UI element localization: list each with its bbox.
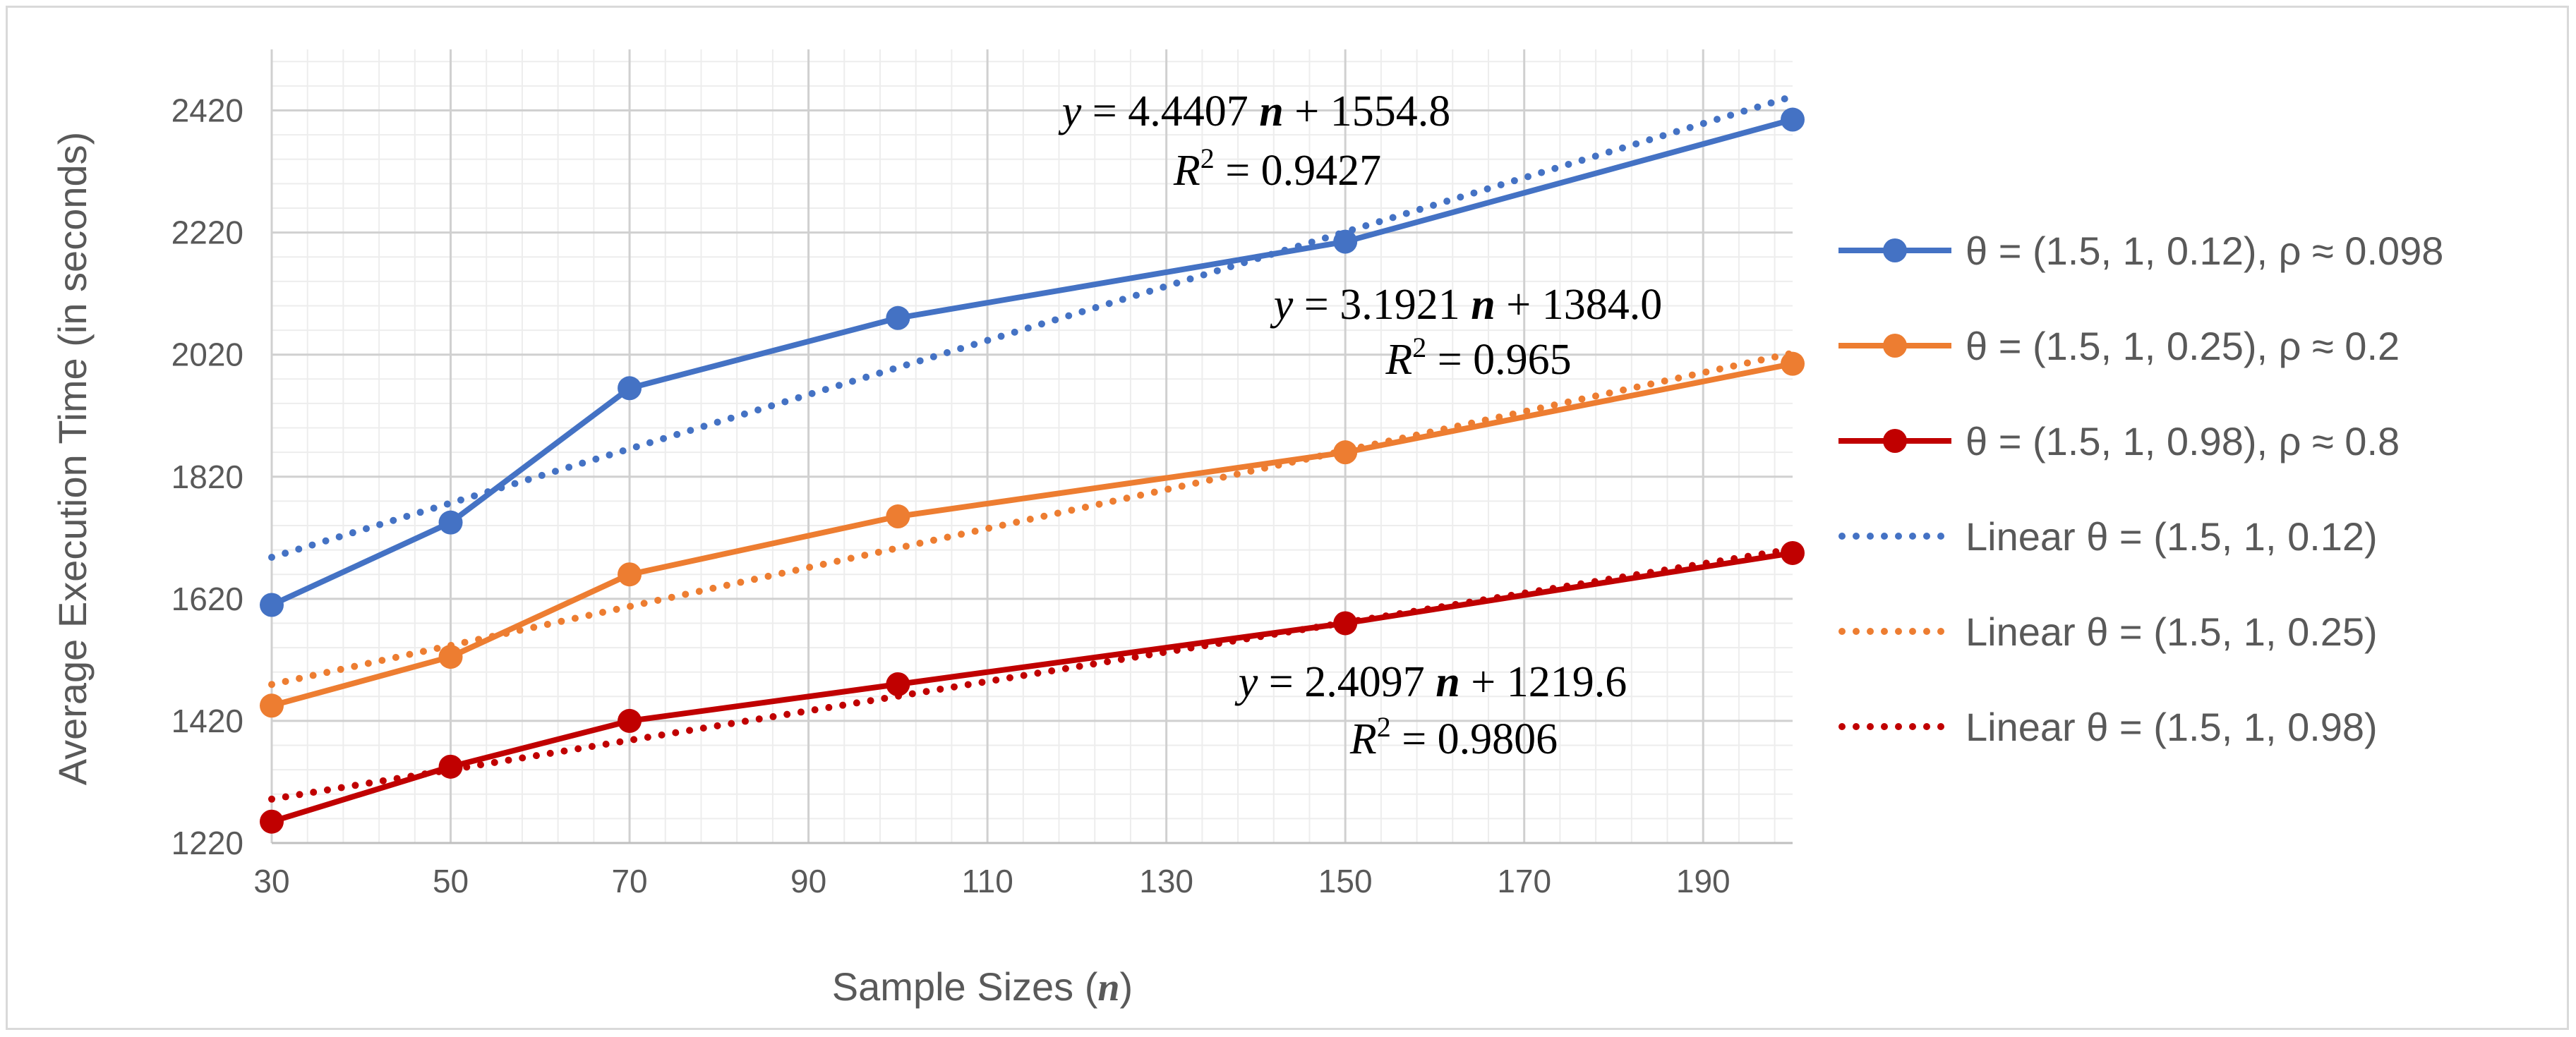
eq-var: n — [1471, 281, 1495, 329]
r2-value: = 0.965 — [1426, 336, 1571, 384]
legend-item-1: θ = (1.5, 1, 0.25), ρ ≈ 0.2 — [1838, 324, 2400, 368]
x-tick-label: 30 — [253, 863, 289, 899]
series-lines — [270, 116, 1794, 825]
eq-const: + 1384.0 — [1495, 281, 1662, 329]
series-1-point — [260, 693, 284, 718]
series-1-point — [438, 645, 463, 669]
x-tick-label: 70 — [611, 863, 647, 899]
eq-const: + 1219.6 — [1460, 658, 1627, 706]
series-1-point — [886, 504, 910, 529]
legend-label: θ = (1.5, 1, 0.25), ρ ≈ 0.2 — [1966, 324, 2400, 368]
trend-equation-1: y = 3.1921 n + 1384.0 — [1270, 281, 1662, 329]
series-line-1 — [270, 360, 1793, 709]
eq-const: + 1554.8 — [1284, 87, 1450, 135]
series-0-point — [1781, 107, 1805, 132]
r2-label: R — [1173, 147, 1200, 195]
eq-var: n — [1259, 87, 1283, 135]
trend-r2-0: R2 = 0.9427 — [1173, 142, 1381, 195]
x-tick-label: 50 — [433, 863, 469, 899]
x-axis-title: Sample Sizes (n) — [832, 964, 1133, 1009]
x-tick-label: 110 — [961, 863, 1013, 899]
series-2-point — [1333, 611, 1358, 636]
legend-item-2: θ = (1.5, 1, 0.98), ρ ≈ 0.8 — [1838, 419, 2400, 463]
trend-equation-2: y = 2.4097 n + 1219.6 — [1234, 658, 1627, 706]
trendline-0 — [268, 92, 1796, 561]
major-gridlines — [270, 49, 1793, 844]
series-2-point — [886, 672, 910, 696]
trendline-1 — [268, 349, 1796, 689]
y-tick-label: 2420 — [171, 92, 243, 129]
eq-coef: = 4.4407 — [1093, 87, 1259, 135]
x-tick-label: 150 — [1318, 863, 1373, 899]
series-1-point — [1333, 440, 1358, 465]
chart-frame — [6, 6, 2569, 1030]
y-tick-label: 1620 — [171, 581, 243, 617]
legend-marker — [1883, 429, 1907, 453]
y-tick-label: 1820 — [171, 459, 243, 495]
y-tick-label: 1220 — [171, 825, 243, 861]
series-1-point — [1781, 351, 1805, 376]
legend-label: θ = (1.5, 1, 0.98), ρ ≈ 0.8 — [1966, 419, 2400, 463]
r2-label: R — [1349, 715, 1377, 763]
legend-item-4: Linear θ = (1.5, 1, 0.25) — [1838, 610, 2378, 654]
x-axis-title-var: n — [1097, 966, 1119, 1009]
x-tick-label: 170 — [1497, 863, 1551, 899]
series-points — [260, 107, 1805, 834]
x-tick-label: 130 — [1139, 863, 1193, 899]
eq-y: y — [1058, 87, 1093, 135]
r2-exp: 2 — [1200, 142, 1215, 174]
r2-value: = 0.9806 — [1391, 715, 1558, 763]
series-0-point — [260, 593, 284, 617]
x-axis-ticks: 30 50 70 90 110 130 150 170 190 — [253, 863, 1730, 899]
eq-var: n — [1436, 658, 1459, 706]
trend-r2-1: R2 = 0.965 — [1385, 332, 1571, 384]
legend-marker — [1883, 334, 1907, 358]
series-line-2 — [270, 550, 1793, 825]
series-0-point — [438, 510, 463, 535]
eq-coef: = 3.1921 — [1304, 281, 1471, 329]
x-tick-label: 90 — [790, 863, 826, 899]
r2-exp: 2 — [1412, 332, 1426, 363]
x-tick-label: 190 — [1676, 863, 1731, 899]
legend-item-0: θ = (1.5, 1, 0.12), ρ ≈ 0.098 — [1838, 229, 2443, 273]
series-2-point — [1781, 540, 1805, 565]
legend-item-5: Linear θ = (1.5, 1, 0.98) — [1838, 705, 2378, 749]
legend: θ = (1.5, 1, 0.12), ρ ≈ 0.098 θ = (1.5, 1… — [1838, 229, 2443, 749]
r2-label: R — [1385, 336, 1412, 384]
legend-label: Linear θ = (1.5, 1, 0.25) — [1966, 610, 2378, 654]
series-2-point — [260, 809, 284, 834]
trend-equation-0: y = 4.4407 n + 1554.8 — [1058, 87, 1450, 135]
y-tick-label: 2020 — [171, 336, 243, 373]
legend-label: Linear θ = (1.5, 1, 0.12) — [1966, 514, 2378, 559]
series-1-point — [618, 562, 642, 587]
y-axis-ticks: 1220 1420 1620 1820 2020 2220 2420 — [171, 92, 243, 861]
series-0-point — [1333, 229, 1358, 254]
eq-coef: = 2.4097 — [1269, 658, 1436, 706]
x-axis-title-text: Sample Sizes — [832, 964, 1073, 1009]
series-0-point — [886, 305, 910, 330]
legend-item-3: Linear θ = (1.5, 1, 0.12) — [1838, 514, 2378, 559]
r2-value: = 0.9427 — [1215, 147, 1381, 195]
r2-exp: 2 — [1377, 711, 1391, 743]
eq-y: y — [1270, 281, 1304, 329]
legend-label: θ = (1.5, 1, 0.12), ρ ≈ 0.098 — [1966, 229, 2443, 273]
series-line-0 — [270, 116, 1794, 608]
series-0-point — [618, 376, 642, 401]
series-2-point — [618, 708, 642, 733]
eq-y: y — [1234, 658, 1269, 706]
trend-r2-2: R2 = 0.9806 — [1349, 711, 1558, 763]
series-2-point — [438, 754, 463, 779]
y-tick-label: 2220 — [171, 214, 243, 251]
y-axis-title: Average Execution Time (in seconds) — [50, 132, 95, 786]
legend-marker — [1883, 238, 1907, 262]
y-tick-label: 1420 — [171, 703, 243, 739]
minor-gridlines — [271, 49, 1793, 844]
legend-label: Linear θ = (1.5, 1, 0.98) — [1966, 705, 2378, 749]
